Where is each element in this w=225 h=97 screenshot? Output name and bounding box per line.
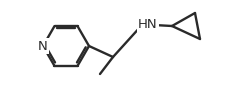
Text: HN: HN	[138, 19, 158, 32]
Text: N: N	[38, 39, 48, 52]
